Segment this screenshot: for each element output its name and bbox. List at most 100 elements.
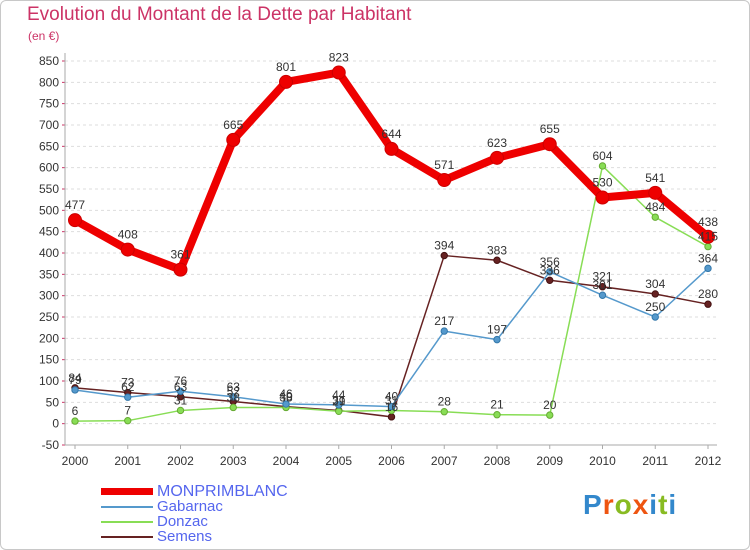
data-label-semens: 16 bbox=[385, 400, 399, 414]
logo-letter: i bbox=[668, 489, 678, 520]
x-tick-label: 2011 bbox=[642, 454, 668, 468]
data-label-semens: 304 bbox=[645, 277, 665, 291]
x-tick-label: 2003 bbox=[220, 454, 247, 468]
data-label-monprimblanc: 823 bbox=[329, 51, 349, 65]
data-label-semens: 336 bbox=[540, 263, 560, 277]
data-point-semens bbox=[598, 283, 607, 291]
data-point-gabarnac bbox=[229, 393, 237, 401]
data-point-donzac bbox=[335, 407, 343, 415]
data-label-semens: 84 bbox=[68, 371, 82, 385]
x-tick-label: 2006 bbox=[378, 454, 405, 468]
data-label-monprimblanc: 623 bbox=[487, 136, 507, 150]
y-tick-label: 350 bbox=[39, 267, 59, 281]
data-label-gabarnac: 217 bbox=[434, 314, 454, 328]
data-label-donzac: 7 bbox=[124, 404, 131, 418]
data-point-monprimblanc bbox=[226, 132, 241, 147]
legend-label-gabarnac: Gabarnac bbox=[157, 498, 223, 515]
data-label-gabarnac: 197 bbox=[487, 323, 507, 337]
data-point-gabarnac bbox=[176, 387, 185, 395]
data-label-monprimblanc: 477 bbox=[65, 198, 85, 212]
data-label-monprimblanc: 571 bbox=[434, 158, 454, 172]
data-label-donzac: 29 bbox=[332, 394, 346, 408]
data-label-monprimblanc: 541 bbox=[645, 171, 665, 185]
y-tick-label: 250 bbox=[39, 310, 59, 324]
data-label-semens: 383 bbox=[487, 243, 507, 257]
data-point-gabarnac bbox=[71, 386, 79, 394]
y-tick-label: 50 bbox=[46, 395, 60, 409]
data-point-gabarnac bbox=[440, 327, 448, 335]
data-point-monprimblanc bbox=[542, 137, 557, 152]
y-tick-label: 0 bbox=[52, 417, 59, 431]
data-point-monprimblanc bbox=[384, 141, 399, 156]
x-tick-label: 2000 bbox=[62, 454, 89, 468]
data-label-donzac: 21 bbox=[490, 398, 504, 412]
y-tick-label: 150 bbox=[39, 353, 59, 367]
x-tick-label: 2010 bbox=[589, 454, 616, 468]
y-tick-label: 650 bbox=[39, 139, 59, 153]
y-tick-label: 500 bbox=[39, 203, 59, 217]
data-label-donzac: 31 bbox=[385, 393, 399, 407]
y-tick-label: 850 bbox=[39, 54, 59, 68]
series-line-gabarnac bbox=[74, 267, 709, 408]
data-label-gabarnac: 63 bbox=[227, 380, 241, 394]
data-label-semens: 63 bbox=[174, 380, 188, 394]
data-point-semens bbox=[493, 256, 501, 264]
logo-letter: P bbox=[583, 489, 603, 520]
y-tick-label: 450 bbox=[39, 225, 59, 239]
x-tick-label: 2005 bbox=[325, 454, 352, 468]
logo-letter: r bbox=[602, 489, 615, 520]
data-point-monprimblanc bbox=[173, 262, 188, 277]
y-tick-label: 300 bbox=[39, 289, 59, 303]
y-tick-label: 700 bbox=[39, 118, 59, 132]
series-lines bbox=[68, 65, 715, 425]
legend-swatch-gabarnac bbox=[101, 506, 153, 508]
logo-letter: i bbox=[649, 489, 659, 520]
y-tick-label: 750 bbox=[39, 97, 59, 111]
chart-unit-label: (en €) bbox=[28, 29, 60, 43]
logo-letter: t bbox=[658, 489, 669, 520]
data-point-semens bbox=[440, 251, 448, 260]
data-label-donzac: 31 bbox=[174, 393, 188, 407]
legend-swatch-donzac bbox=[101, 521, 153, 523]
data-point-monprimblanc bbox=[331, 65, 346, 80]
data-point-monprimblanc bbox=[490, 150, 504, 165]
data-label-gabarnac: 76 bbox=[174, 374, 188, 388]
data-point-gabarnac bbox=[387, 402, 396, 411]
data-point-gabarnac bbox=[335, 401, 343, 409]
data-label-gabarnac: 79 bbox=[68, 373, 82, 387]
data-point-semens bbox=[651, 290, 659, 298]
data-label-gabarnac: 364 bbox=[698, 251, 718, 265]
data-label-semens: 394 bbox=[434, 239, 454, 253]
data-label-donzac: 6 bbox=[72, 404, 79, 418]
data-point-gabarnac bbox=[124, 393, 132, 401]
data-label-semens: 31 bbox=[332, 393, 346, 407]
data-label-semens: 52 bbox=[227, 384, 241, 398]
series-line-monprimblanc bbox=[71, 68, 712, 274]
data-label-semens: 40 bbox=[279, 390, 293, 404]
data-point-donzac bbox=[598, 162, 607, 170]
data-label-semens: 73 bbox=[121, 376, 135, 390]
data-label-donzac: 20 bbox=[543, 398, 557, 412]
data-point-donzac bbox=[124, 416, 132, 425]
y-tick-label: 800 bbox=[39, 75, 59, 89]
legend-swatch-semens bbox=[101, 536, 153, 538]
data-label-monprimblanc: 408 bbox=[118, 228, 138, 242]
legend-label-semens: Semens bbox=[157, 528, 213, 545]
y-tick-label: 400 bbox=[39, 246, 59, 260]
data-point-gabarnac bbox=[493, 335, 501, 344]
data-point-semens bbox=[546, 276, 554, 285]
legend-label-donzac: Donzac bbox=[157, 513, 208, 530]
data-point-donzac bbox=[71, 417, 79, 425]
data-point-semens bbox=[387, 413, 396, 421]
data-label-donzac: 38 bbox=[279, 390, 293, 404]
data-label-donzac: 28 bbox=[438, 395, 452, 409]
data-point-semens bbox=[704, 300, 712, 308]
data-point-gabarnac bbox=[704, 264, 712, 273]
x-tick-label: 2001 bbox=[114, 454, 141, 468]
data-label-gabarnac: 44 bbox=[332, 388, 346, 402]
x-tick-label: 2004 bbox=[273, 454, 300, 468]
data-point-monprimblanc bbox=[595, 190, 610, 205]
data-label-monprimblanc: 644 bbox=[381, 127, 401, 141]
